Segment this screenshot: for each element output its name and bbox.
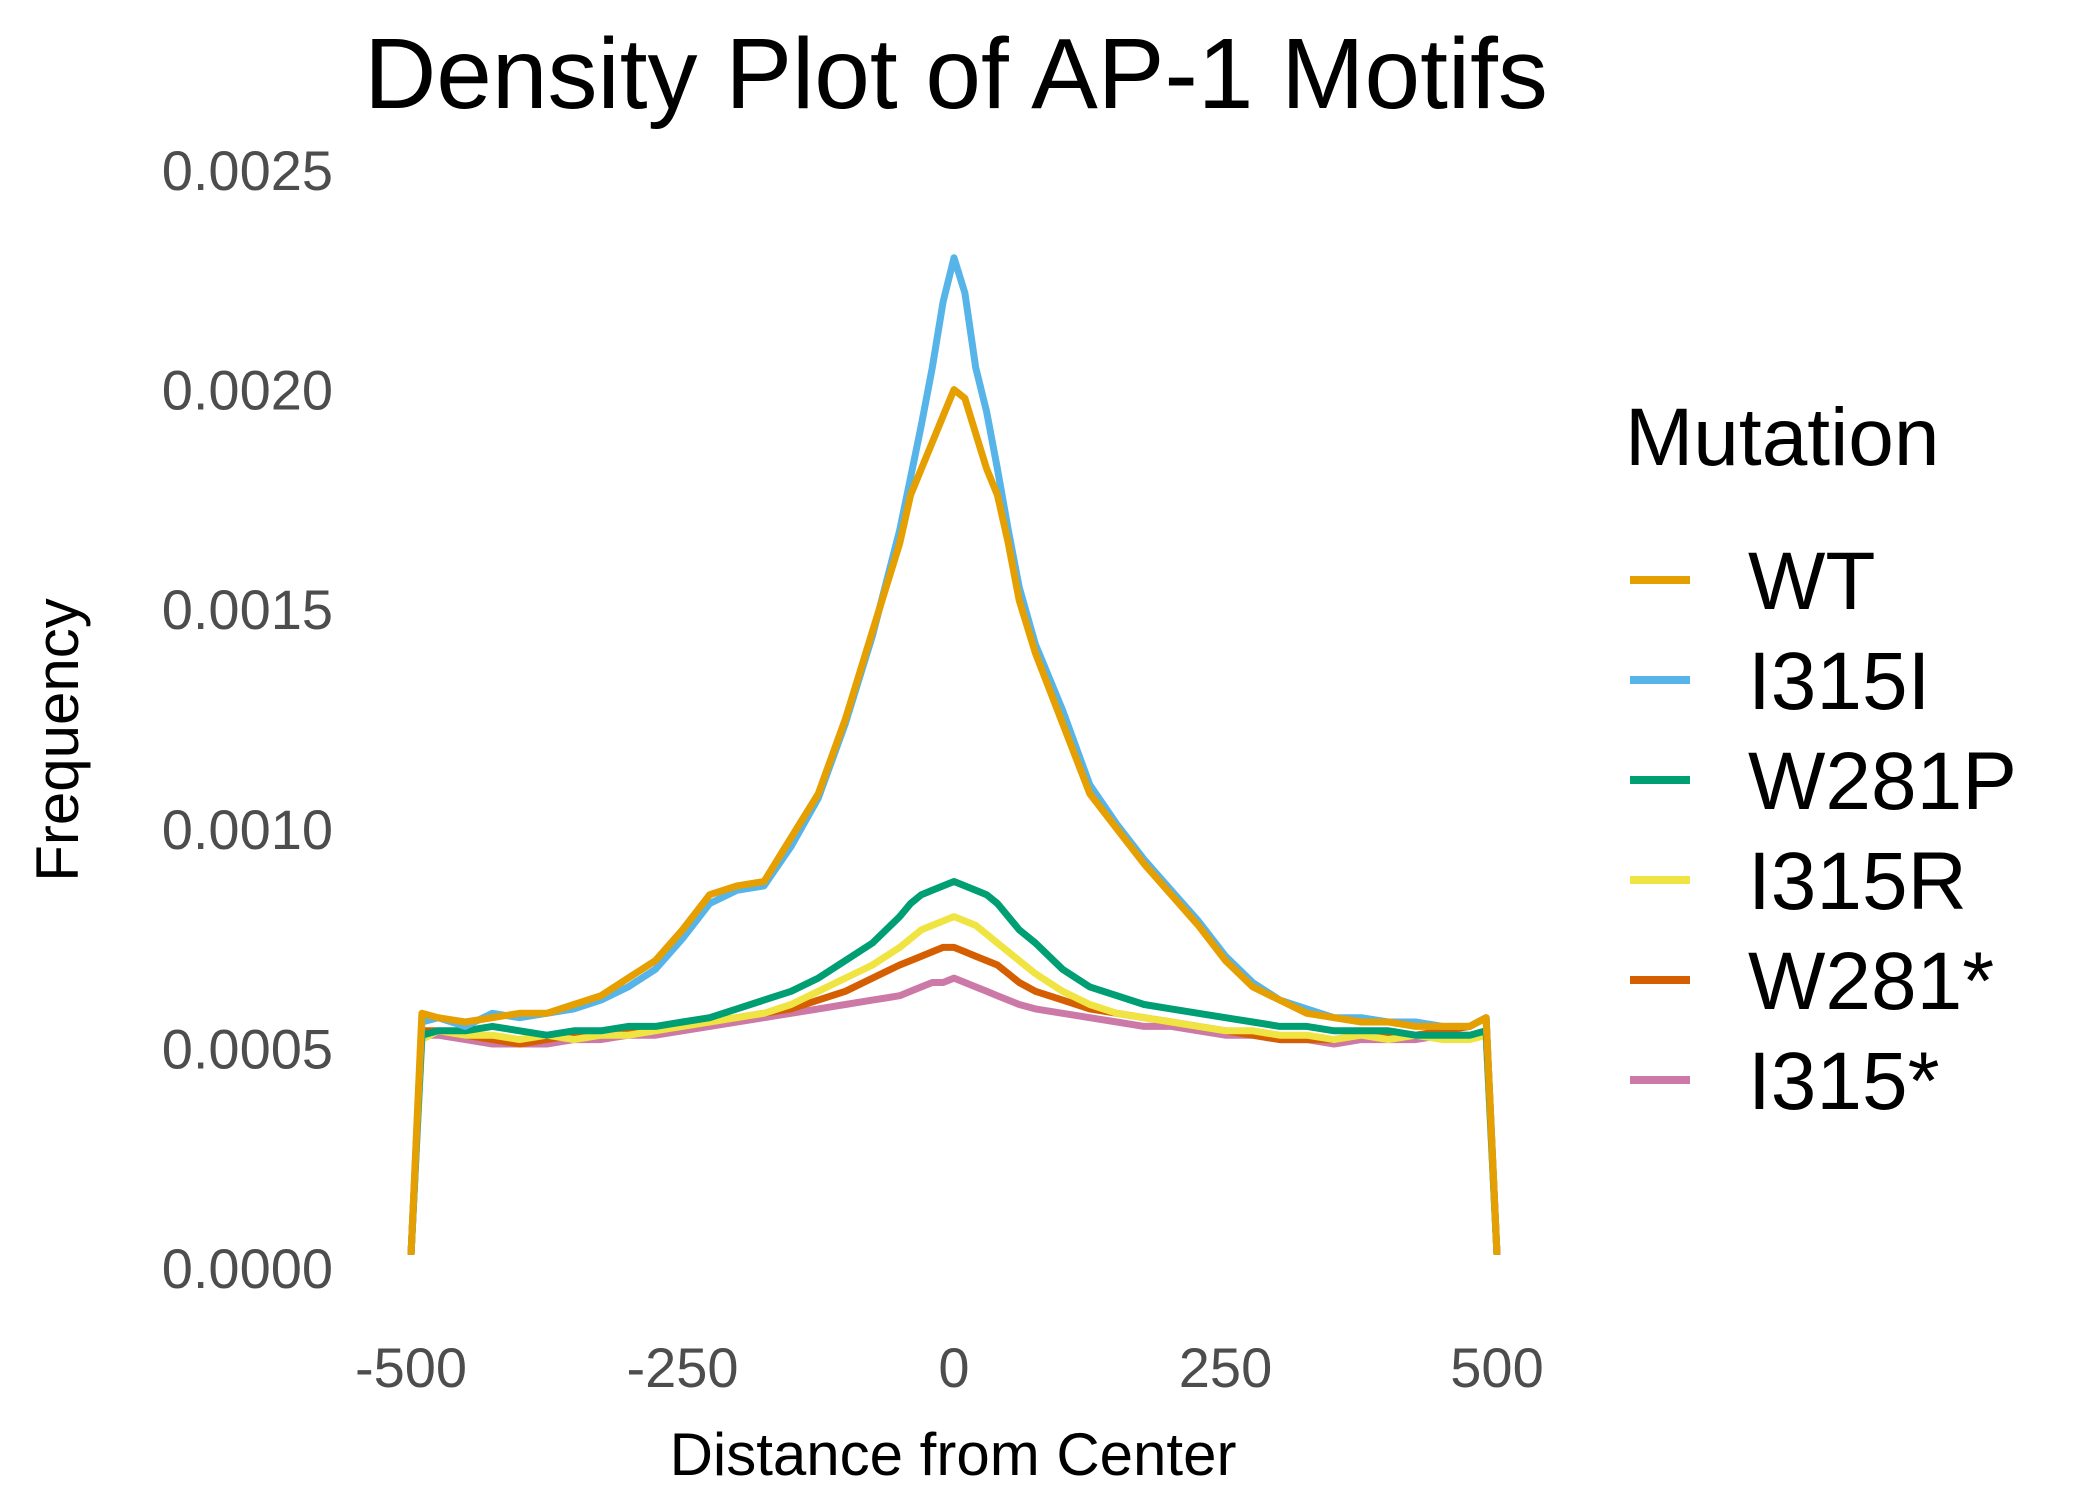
y-tick-label: 0.0010: [162, 798, 333, 861]
legend-label: WT: [1748, 536, 1875, 627]
legend-label: I315*: [1748, 1036, 1940, 1127]
series-line-i315i: [407, 254, 1501, 1255]
y-axis-title: Frequency: [24, 598, 91, 881]
x-tick-label: -250: [626, 1336, 738, 1399]
x-tick-label: -500: [355, 1336, 467, 1399]
legend-label: W281*: [1748, 936, 1994, 1027]
y-tick-label: 0.0025: [162, 139, 333, 202]
y-axis-ticks: 0.0000 0.0005 0.0010 0.0015 0.0020 0.0025: [162, 139, 333, 1300]
series-line-wt: [407, 386, 1501, 1255]
x-axis-title: Distance from Center: [670, 1421, 1237, 1488]
y-tick-label: 0.0000: [162, 1237, 333, 1300]
x-tick-label: 500: [1450, 1336, 1543, 1399]
series-line-w281-star: [407, 943, 1501, 1255]
chart-title: Density Plot of AP-1 Motifs: [364, 18, 1548, 130]
y-tick-label: 0.0020: [162, 359, 333, 422]
legend-label: I315I: [1748, 636, 1930, 727]
x-tick-label: 250: [1179, 1336, 1272, 1399]
series-line-w281p: [407, 878, 1501, 1255]
plot-lines: [407, 254, 1501, 1255]
x-tick-label: 0: [938, 1336, 969, 1399]
x-axis-ticks: -500 -250 0 250 500: [355, 1336, 1544, 1399]
legend-label: I315R: [1748, 836, 1967, 927]
series-line-i315r: [407, 913, 1501, 1255]
y-tick-label: 0.0005: [162, 1017, 333, 1080]
legend-title: Mutation: [1625, 392, 1940, 483]
legend-label: W281P: [1748, 736, 2017, 827]
y-tick-label: 0.0015: [162, 578, 333, 641]
